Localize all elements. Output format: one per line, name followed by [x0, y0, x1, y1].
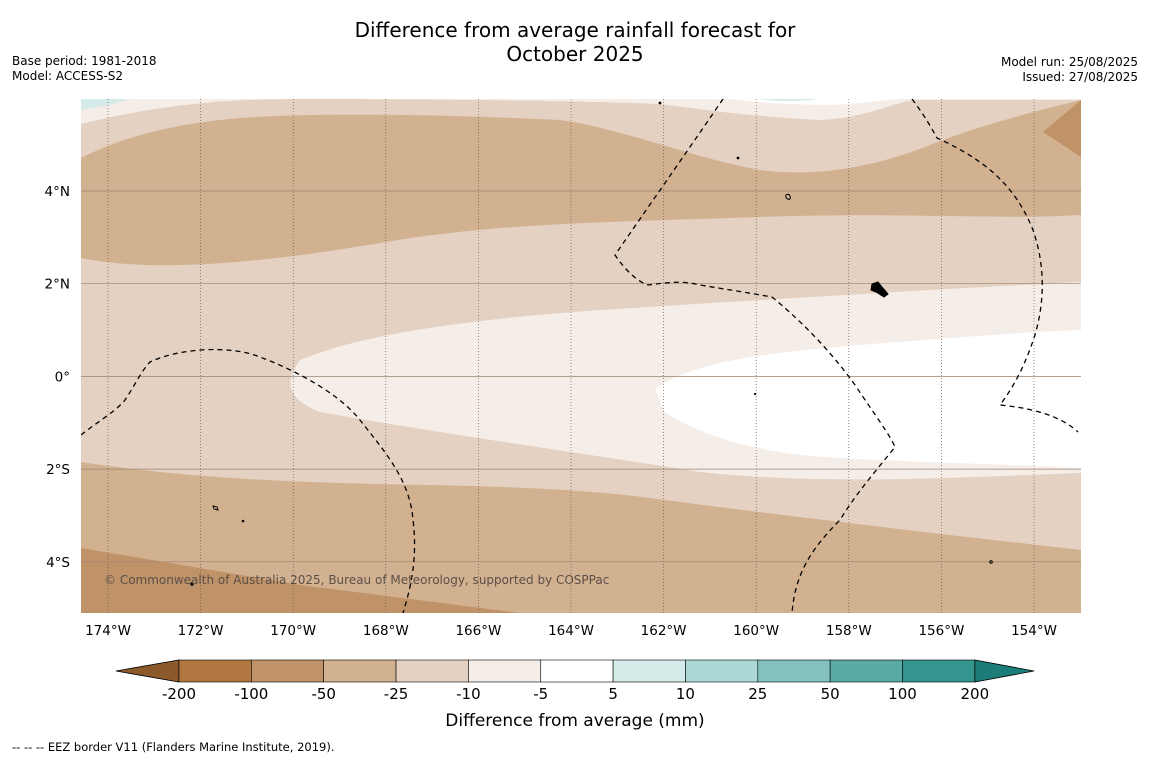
island-4 [241, 519, 245, 523]
title-line-1: Difference from average rainfall forecas… [354, 18, 796, 42]
graticule [81, 99, 1081, 613]
base-period: Base period: 1981-2018 [12, 54, 157, 68]
colorbar-arrow-high [974, 659, 1035, 683]
eez-borders [81, 99, 1079, 613]
longitude-label: 154°W [1011, 623, 1057, 639]
colorbar-tick-label: 100 [888, 685, 917, 703]
title-line-2: October 2025 [506, 42, 644, 66]
anomaly-band-neg10-north [81, 99, 1081, 124]
chart-title: Difference from average rainfall forecas… [0, 18, 1150, 66]
longitude-label: 168°W [363, 623, 409, 639]
colorbar-arrow-low [115, 659, 180, 683]
island-9 [753, 392, 757, 396]
colorbar-tick-label: 200 [961, 685, 990, 703]
anomaly-band-neg100-north [1043, 100, 1081, 157]
anomaly-band-neg100-south [81, 548, 520, 613]
island-6 [989, 560, 993, 564]
colorbar-tick-label: -10 [456, 685, 481, 703]
colorbar-bin [395, 659, 469, 683]
eez-legend-note: -- -- -- EEZ border V11 (Flanders Marine… [12, 740, 335, 754]
colorbar-tick-label: -25 [384, 685, 409, 703]
colorbar-tick-label: -200 [162, 685, 196, 703]
colorbar-tick-label: -100 [234, 685, 268, 703]
anomaly-patch-wet-north [758, 99, 820, 101]
latitude-label: 2°S [46, 462, 70, 478]
copyright-notice: © Commonwealth of Australia 2025, Bureau… [104, 573, 609, 587]
colorbar-bin [829, 659, 903, 683]
colorbar-tick-label: 25 [748, 685, 767, 703]
colorbar-tick-label: 50 [821, 685, 840, 703]
island-3 [212, 505, 219, 511]
longitude-label: 172°W [178, 623, 224, 639]
latitude-label: 2°N [45, 277, 70, 293]
longitude-label: 158°W [826, 623, 872, 639]
longitude-labels: 174°W 172°W 170°W 168°W 166°W 164°W 162°W 160°W… [85, 623, 1057, 639]
issued-date: Issued: 27/08/2025 [1022, 70, 1138, 84]
colorbar-bin [685, 659, 759, 683]
longitude-label: 160°W [733, 623, 779, 639]
longitude-label: 164°W [548, 623, 594, 639]
island-1 [785, 193, 791, 200]
model-name: Model: ACCESS-S2 [12, 69, 124, 83]
island-7 [658, 101, 662, 105]
longitude-label: 156°W [918, 623, 964, 639]
colorbar-bin [902, 659, 976, 683]
eez-border-central [614, 99, 896, 613]
island-8 [736, 156, 740, 160]
island-2 [870, 281, 889, 298]
colorbar-bin [323, 659, 397, 683]
longitude-label: 166°W [455, 623, 501, 639]
latitude-label: 4°S [46, 555, 70, 571]
model-info: Base period: 1981-2018 Model: ACCESS-S2 [12, 54, 157, 84]
colorbar-bin [757, 659, 831, 683]
colorbar-bin [468, 659, 542, 683]
island-5 [190, 582, 194, 586]
latitude-label: 4°N [45, 184, 70, 200]
longitude-label: 174°W [85, 623, 131, 639]
colorbar: -200 -100 -50 -25 -10 -5 5 10 25 50 100 200 [115, 659, 1035, 703]
anomaly-band-neutral-central [655, 330, 1081, 468]
islands [190, 101, 993, 586]
map-plot-area [81, 99, 1081, 613]
colorbar-tick-label: -50 [311, 685, 336, 703]
colorbar-bin [178, 659, 252, 683]
eez-border-east [911, 99, 1079, 433]
model-run: Model run: 25/08/2025 [1000, 55, 1138, 69]
anomaly-band-neutral-north [730, 99, 900, 105]
colorbar-tick-label: -5 [533, 685, 548, 703]
colorbar-bin [540, 659, 614, 683]
anomaly-patch-wet-west [81, 99, 130, 110]
latitude-labels: 4°N 2°N 0° 2°S 4°S [45, 184, 70, 571]
colorbar-title: Difference from average (mm) [445, 711, 704, 731]
longitude-label: 162°W [641, 623, 687, 639]
colorbar-tick-label: 10 [676, 685, 695, 703]
colorbar-tick-label: 5 [608, 685, 618, 703]
colorbar-bin [612, 659, 686, 683]
latitude-label: 0° [55, 369, 70, 385]
run-info: Model run: 25/08/2025 Issued: 27/08/2025 [1001, 55, 1138, 85]
longitude-label: 170°W [270, 623, 316, 639]
colorbar-bin [251, 659, 325, 683]
